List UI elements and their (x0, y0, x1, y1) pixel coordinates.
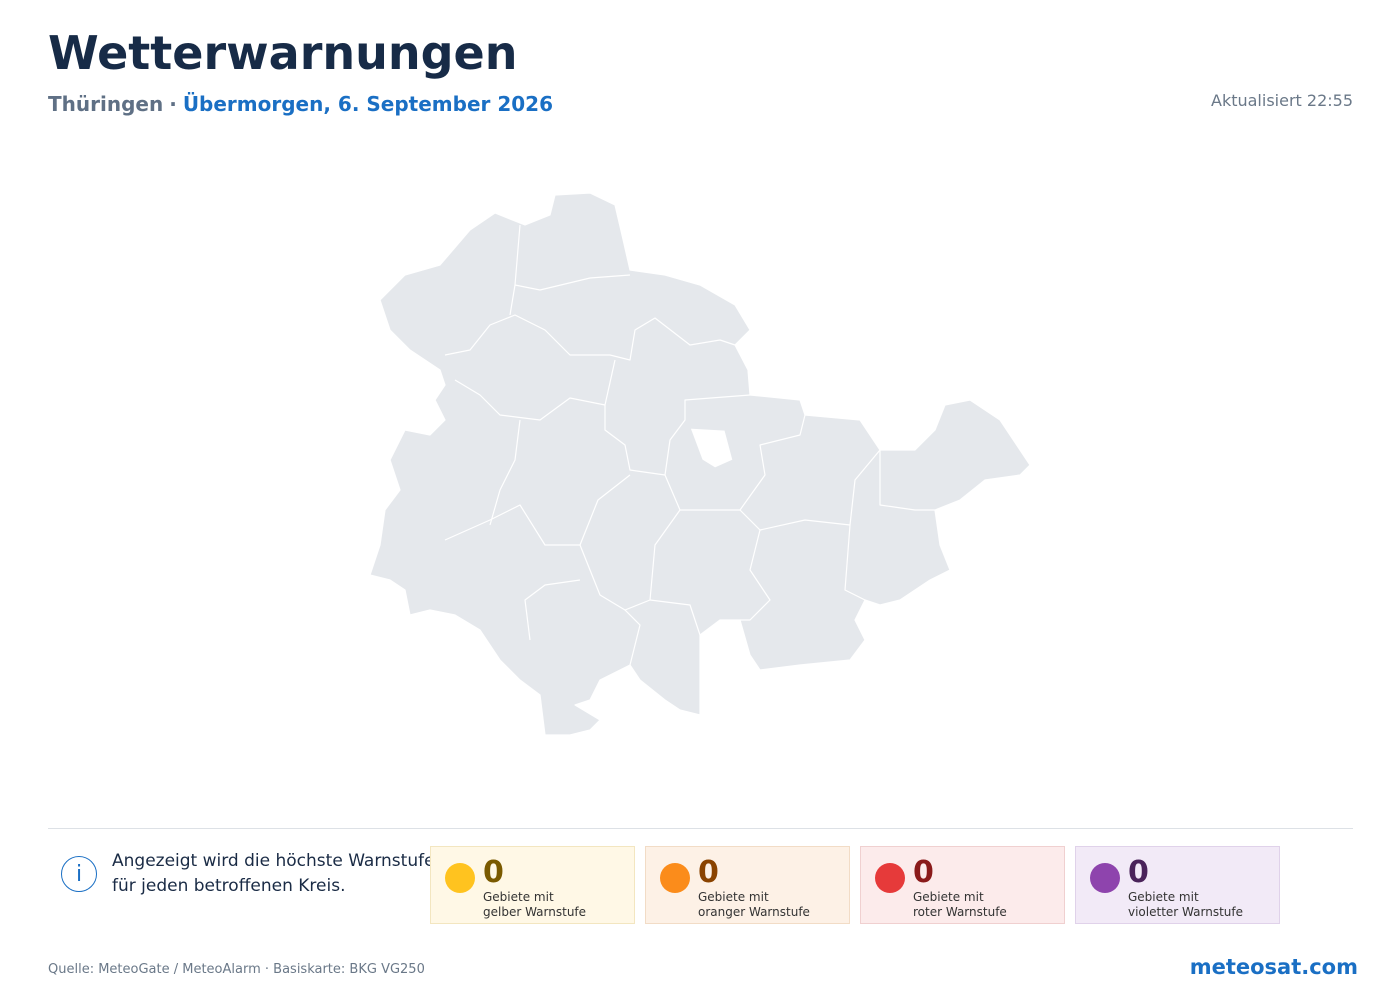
legend-label-line: Gebiete mit (483, 890, 554, 904)
subtitle: Thüringen · Übermorgen, 6. September 2026 (48, 92, 553, 116)
legend-count: 0 (483, 855, 504, 890)
info-line: Angezeigt wird die höchste Warnstufe (112, 851, 435, 871)
legend-label-line: gelber Warnstufe (483, 905, 587, 919)
legend-label-line: Gebiete mit (698, 890, 769, 904)
legend-count: 0 (913, 855, 934, 890)
legend-count: 0 (698, 855, 719, 890)
legend-label: Gebiete mit violetter Warnstufe (1128, 890, 1243, 920)
legend-dot (445, 863, 475, 893)
info-icon: i (61, 856, 97, 892)
legend-dot (1090, 863, 1120, 893)
info-line: für jeden betroffenen Kreis. (112, 876, 346, 896)
divider (48, 828, 1353, 829)
date: Übermorgen, 6. September 2026 (182, 92, 554, 116)
legend-card: 0 Gebiete mit oranger Warnstufe (645, 846, 850, 924)
legend-label-line: violetter Warnstufe (1128, 905, 1243, 919)
info-text: Angezeigt wird die höchste Warnstufe für… (112, 849, 435, 899)
legend-label-line: Gebiete mit (913, 890, 984, 904)
separator: · (169, 92, 177, 116)
title: Wetterwarnungen (48, 26, 518, 80)
region-outline (369, 192, 1031, 736)
legend-dot (660, 863, 690, 893)
legend-dot (875, 863, 905, 893)
legend-label: Gebiete mit roter Warnstufe (913, 890, 1007, 920)
updated: Aktualisiert 22:55 (1211, 91, 1353, 110)
legend-label-line: Gebiete mit (1128, 890, 1199, 904)
source: Quelle: MeteoGate / MeteoAlarm · Basiska… (48, 962, 425, 977)
legend-label-line: roter Warnstufe (913, 905, 1007, 919)
legend-card: 0 Gebiete mit roter Warnstufe (860, 846, 1065, 924)
legend-card: 0 Gebiete mit violetter Warnstufe (1075, 846, 1280, 924)
legend-label: Gebiete mit gelber Warnstufe (483, 890, 586, 920)
district-borders (444, 224, 935, 666)
legend-count: 0 (1128, 855, 1149, 890)
legend-card: 0 Gebiete mit gelber Warnstufe (430, 846, 635, 924)
brand[interactable]: meteosat.com (1189, 955, 1358, 979)
legend-label: Gebiete mit oranger Warnstufe (698, 890, 810, 920)
region: Thüringen (48, 92, 164, 116)
map (369, 192, 1031, 736)
legend-label-line: oranger Warnstufe (698, 905, 810, 919)
